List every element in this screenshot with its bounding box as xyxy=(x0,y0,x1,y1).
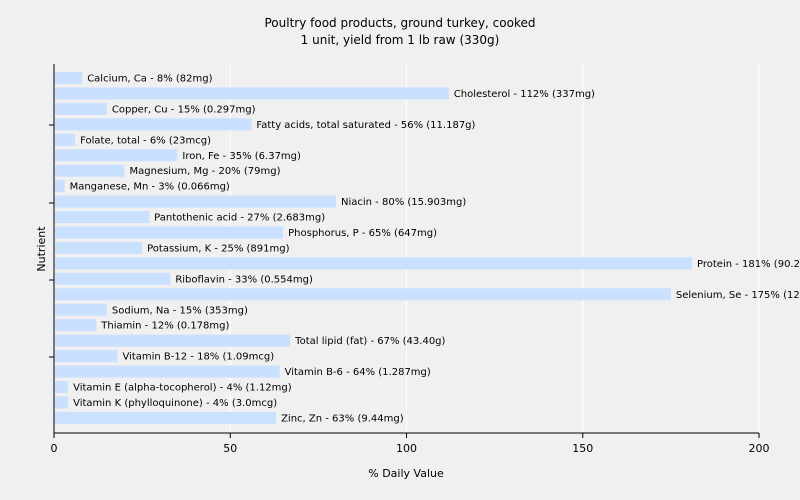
bar-label-1: Cholesterol - 112% (337mg) xyxy=(454,89,595,100)
x-tick-label-0: 0 xyxy=(51,442,58,455)
bar-18 xyxy=(55,350,118,363)
bar-0 xyxy=(55,72,83,84)
bar-label-5: Iron, Fe - 35% (6.37mg) xyxy=(182,151,301,162)
bar-label-8: Niacin - 80% (15.903mg) xyxy=(341,197,466,208)
x-tick-label-100: 100 xyxy=(396,442,417,455)
bar-label-18: Vitamin B-12 - 18% (1.09mcg) xyxy=(122,352,274,363)
bar-label-11: Potassium, K - 25% (891mg) xyxy=(147,243,289,254)
bar-label-3: Fatty acids, total saturated - 56% (11.1… xyxy=(256,120,475,131)
x-tick-labels-group: 0 50 100 150 200 xyxy=(51,442,770,455)
bar-1 xyxy=(55,87,449,100)
chart-title: Poultry food products, ground turkey, co… xyxy=(265,16,536,30)
bar-7 xyxy=(55,180,65,193)
bar-label-21: Vitamin K (phylloquinone) - 4% (3.0mcg) xyxy=(73,398,277,409)
bar-21 xyxy=(55,396,69,409)
bar-17 xyxy=(55,334,291,347)
bar-label-4: Folate, total - 6% (23mcg) xyxy=(80,135,211,146)
bar-label-9: Pantothenic acid - 27% (2.683mg) xyxy=(154,213,325,224)
bar-label-16: Thiamin - 12% (0.178mg) xyxy=(100,321,229,332)
bar-label-20: Vitamin E (alpha-tocopherol) - 4% (1.12m… xyxy=(73,383,292,394)
bar-14 xyxy=(55,288,671,301)
bar-label-19: Vitamin B-6 - 64% (1.287mg) xyxy=(285,367,431,378)
bar-22 xyxy=(55,411,277,424)
bars-group xyxy=(55,72,693,424)
bar-6 xyxy=(55,164,125,177)
bar-label-2: Copper, Cu - 15% (0.297mg) xyxy=(112,104,256,115)
bar-9 xyxy=(55,211,150,224)
bar-4 xyxy=(55,133,76,146)
y-axis-title: Nutrient xyxy=(35,226,48,272)
bar-3 xyxy=(55,118,252,131)
bar-5 xyxy=(55,149,178,162)
bar-label-13: Riboflavin - 33% (0.554mg) xyxy=(175,274,313,285)
bar-19 xyxy=(55,365,280,378)
bar-label-0: Calcium, Ca - 8% (82mg) xyxy=(87,74,212,85)
bar-label-7: Manganese, Mn - 3% (0.066mg) xyxy=(70,182,230,193)
bar-8 xyxy=(55,195,336,208)
x-tick-label-150: 150 xyxy=(572,442,593,455)
bar-label-10: Phosphorus, P - 65% (647mg) xyxy=(288,228,437,239)
bar-2 xyxy=(55,102,107,115)
bar-label-6: Magnesium, Mg - 20% (79mg) xyxy=(130,166,281,177)
bar-label-15: Sodium, Na - 15% (353mg) xyxy=(112,305,248,316)
bar-20 xyxy=(55,381,69,393)
bar-11 xyxy=(55,241,143,254)
x-tick-label-50: 50 xyxy=(223,442,237,455)
bar-16 xyxy=(55,319,97,332)
bar-label-17: Total lipid (fat) - 67% (43.40g) xyxy=(294,336,445,347)
bar-13 xyxy=(55,272,171,285)
x-axis-title: % Daily Value xyxy=(368,467,444,480)
bar-12 xyxy=(55,257,693,270)
bar-10 xyxy=(55,226,284,239)
bar-label-14: Selenium, Se - 175% (122.8mcg) xyxy=(676,290,800,301)
chart-subtitle: 1 unit, yield from 1 lb raw (330g) xyxy=(301,33,500,47)
bar-label-22: Zinc, Zn - 63% (9.44mg) xyxy=(281,413,404,424)
axes-group xyxy=(49,64,760,438)
bar-labels-group: Calcium, Ca - 8% (82mg) Cholesterol - 112… xyxy=(70,74,800,425)
bar-label-12: Protein - 181% (90.29g) xyxy=(697,259,800,270)
bar-15 xyxy=(55,303,107,316)
x-tick-label-200: 200 xyxy=(749,442,770,455)
